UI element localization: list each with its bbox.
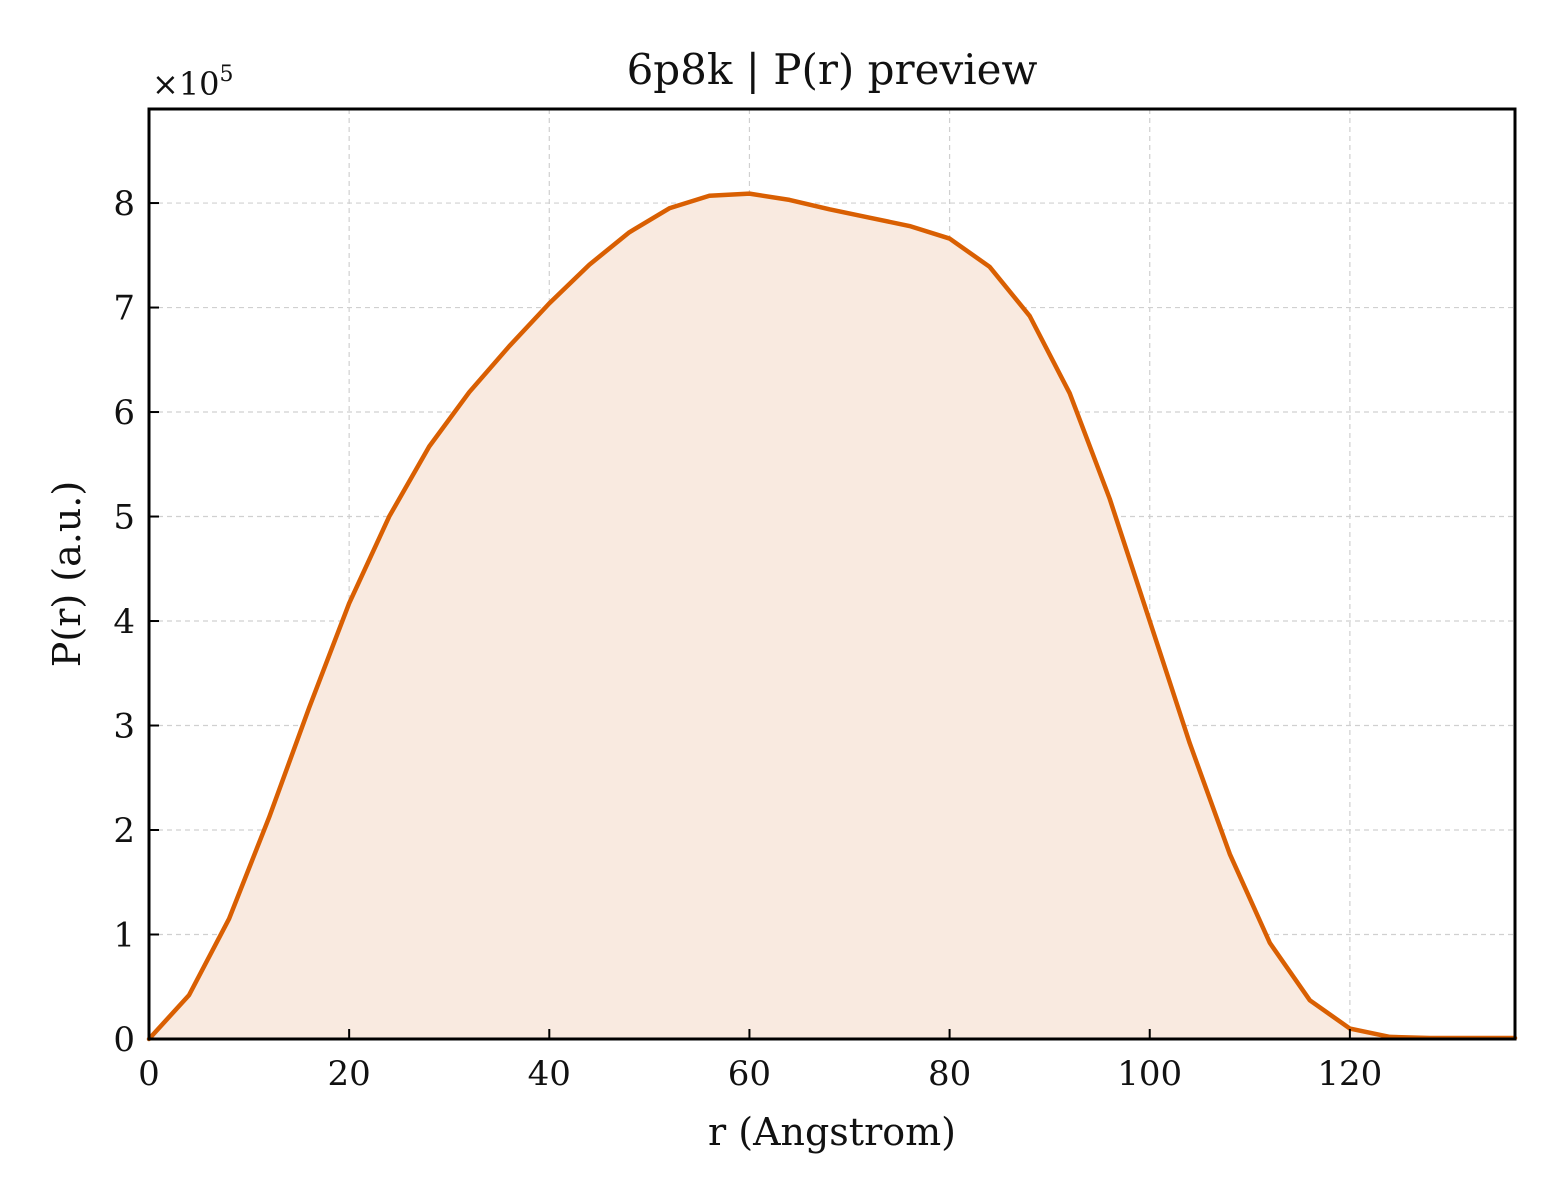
y-tick-label: 8 bbox=[113, 184, 135, 224]
chart-title: 6p8k | P(r) preview bbox=[627, 45, 1038, 94]
area-layer bbox=[149, 193, 1515, 1039]
x-tick-label: 100 bbox=[1117, 1054, 1182, 1094]
y-axis-multiplier-base: ×10 bbox=[152, 65, 220, 103]
x-tick-label: 80 bbox=[928, 1054, 971, 1094]
y-tick-label: 0 bbox=[113, 1020, 135, 1060]
y-tick-label: 6 bbox=[113, 393, 135, 433]
tick-label-layer: 0 20 40 60 80 100 120 0 1 2 3 4 5 6 7 8 bbox=[113, 184, 1382, 1094]
y-tick-label: 3 bbox=[113, 707, 135, 747]
series-line bbox=[146, 191, 1518, 1042]
y-tick-label: 5 bbox=[113, 498, 135, 538]
y-axis-multiplier-exponent: 5 bbox=[220, 62, 234, 87]
y-tick-label: 4 bbox=[113, 602, 135, 642]
x-tick-label: 60 bbox=[728, 1054, 771, 1094]
series-area-fill bbox=[149, 193, 1515, 1039]
x-tick-label: 40 bbox=[528, 1054, 571, 1094]
x-tick-label: 20 bbox=[328, 1054, 371, 1094]
tick-layer bbox=[148, 202, 1351, 1040]
line-layer bbox=[146, 191, 1518, 1042]
y-axis-title: P(r) (a.u.) bbox=[45, 481, 89, 667]
x-tick-label: 0 bbox=[138, 1054, 160, 1094]
y-tick-label: 7 bbox=[113, 289, 135, 329]
y-axis-multiplier: ×105 bbox=[152, 62, 234, 103]
y-tick-label: 1 bbox=[113, 916, 135, 956]
plot-frame bbox=[147, 107, 1517, 1041]
x-tick-label: 120 bbox=[1317, 1054, 1382, 1094]
y-tick-label: 2 bbox=[113, 811, 135, 851]
x-axis-title: r (Angstrom) bbox=[708, 1110, 956, 1154]
